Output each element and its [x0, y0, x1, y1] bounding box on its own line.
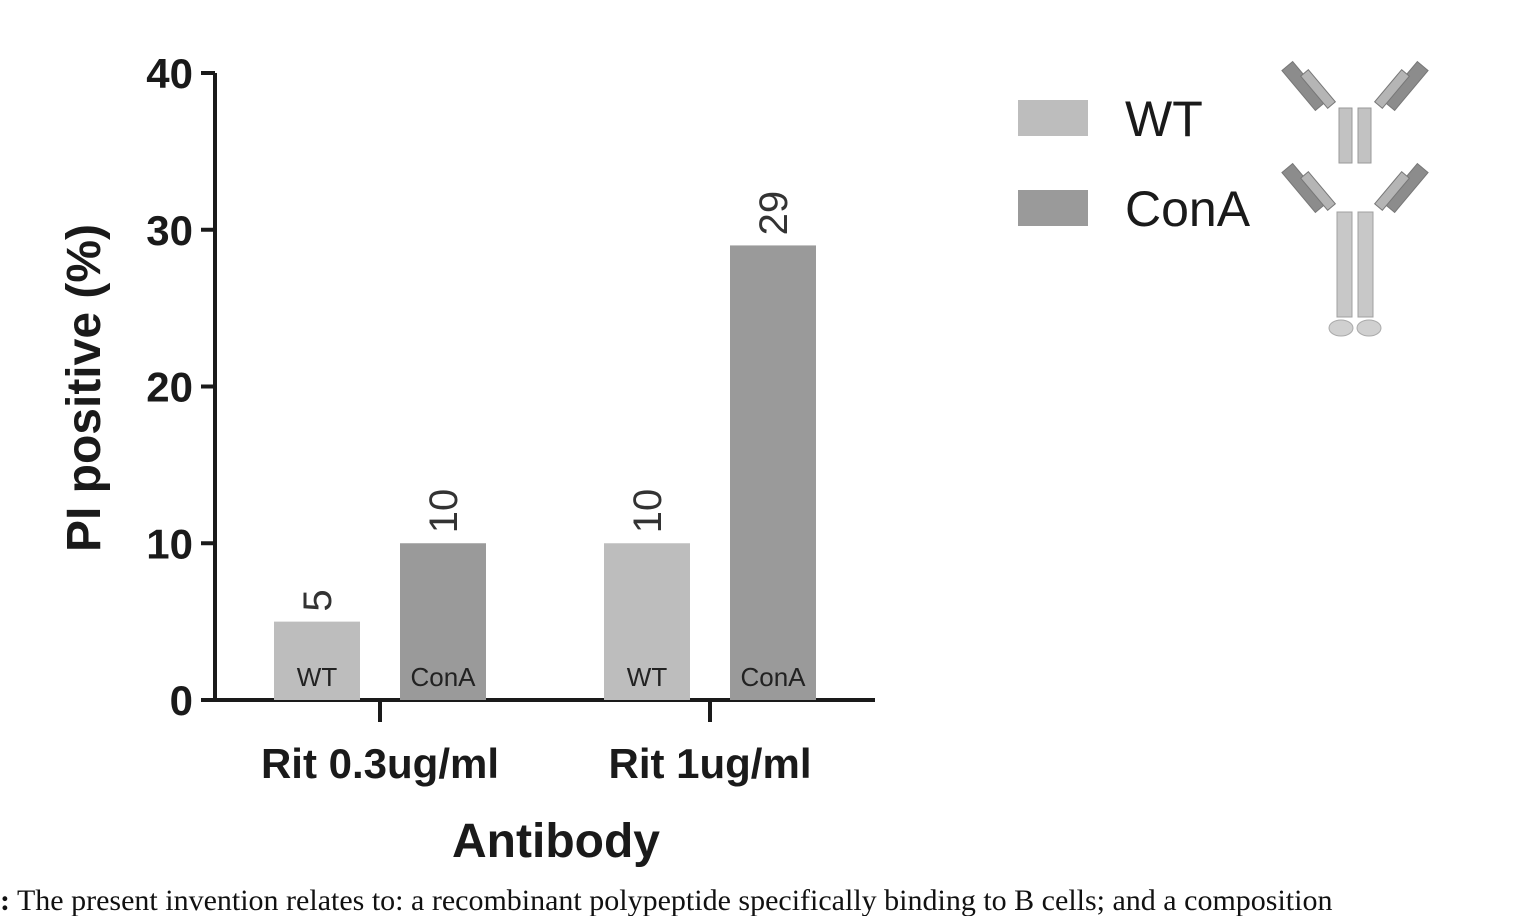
legend-label: WT	[1125, 91, 1203, 147]
y-tick-label: 0	[170, 677, 193, 724]
caption-marker: :	[0, 886, 10, 916]
caption: : The present invention relates to: a re…	[0, 886, 1520, 916]
y-tick-label: 40	[146, 50, 193, 97]
legend-swatch	[1018, 190, 1088, 226]
legend-swatch	[1018, 100, 1088, 136]
bar	[730, 245, 816, 700]
antibody-wt-icon	[1282, 62, 1428, 163]
y-axis-title: PI positive (%)	[58, 224, 111, 552]
bar-data-label: 29	[752, 191, 796, 236]
legend: WT ConA	[1018, 91, 1251, 237]
x-axis-title: Antibody	[452, 815, 660, 868]
bar-series-tag: ConA	[740, 662, 806, 692]
bars: WT 5 ConA 10 WT 10 ConA 29	[274, 191, 816, 700]
antibody-cona-icon	[1282, 164, 1428, 336]
y-tick-label: 20	[146, 364, 193, 411]
bar-series-tag: WT	[627, 662, 668, 692]
x-axis: Rit 0.3ug/ml Rit 1ug/ml	[215, 700, 875, 787]
caption-text: The present invention relates to: a reco…	[17, 886, 1333, 916]
bar-series-tag: ConA	[410, 662, 476, 692]
x-category-label: Rit 0.3ug/ml	[261, 740, 499, 787]
x-category-label: Rit 1ug/ml	[608, 740, 811, 787]
bar-series-tag: WT	[297, 662, 338, 692]
legend-label: ConA	[1125, 181, 1251, 237]
bar-data-label: 5	[296, 589, 340, 611]
y-axis: 0 10 20 30 40	[146, 50, 215, 724]
bar-data-label: 10	[626, 489, 670, 534]
y-tick-label: 30	[146, 207, 193, 254]
bar-data-label: 10	[422, 489, 466, 534]
y-tick-label: 10	[146, 520, 193, 567]
